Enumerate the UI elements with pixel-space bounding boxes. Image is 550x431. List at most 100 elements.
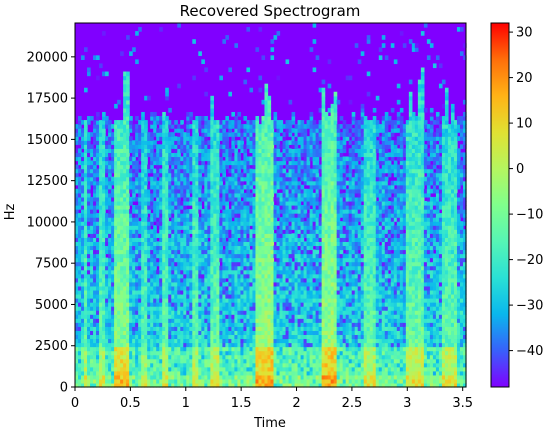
spectrogram-cell (264, 221, 269, 226)
spectrogram-cell (216, 233, 220, 238)
spectrogram-cell (264, 277, 269, 283)
spectrogram-cell (294, 160, 299, 166)
spectrogram-cell (96, 111, 100, 117)
spectrogram-cell (147, 265, 151, 271)
spectrogram-cell (159, 221, 163, 226)
spectrogram-cell (81, 192, 85, 198)
spectrogram-cell (120, 306, 124, 311)
spectrogram-cell (87, 221, 91, 226)
spectrogram-cell (96, 334, 100, 340)
spectrogram-cell (294, 334, 299, 340)
spectrogram-cell (270, 152, 275, 158)
spectrogram-cell (189, 261, 193, 267)
spectrogram-cell (219, 326, 223, 331)
spectrogram-cell (264, 95, 269, 101)
spectrogram-cell (144, 314, 148, 319)
spectrogram-cell (168, 366, 172, 372)
spectrogram-cell (270, 200, 275, 206)
spectrogram-cell (213, 164, 217, 170)
spectrogram-cell (189, 245, 193, 251)
spectrogram-cell (216, 366, 220, 372)
spectrogram-cell (192, 249, 196, 255)
spectrogram-cell (168, 237, 172, 242)
spectrogram-cell (162, 144, 166, 149)
spectrogram-cell (93, 188, 97, 194)
spectrogram-cell (171, 241, 175, 247)
spectrogram-cell (267, 273, 272, 279)
spectrogram-cell (297, 310, 302, 315)
spectrogram-cell (234, 217, 239, 222)
spectrogram-cell (246, 120, 251, 125)
spectrogram-cell (285, 370, 290, 376)
spectrogram-cell (216, 164, 220, 170)
spectrogram-cell (252, 229, 257, 234)
spectrogram-cell (210, 205, 214, 210)
spectrogram-cell (165, 249, 169, 255)
spectrogram-cell (159, 330, 163, 336)
spectrogram-cell (267, 298, 272, 303)
spectrogram-cell (108, 233, 112, 238)
spectrogram-cell (144, 277, 148, 283)
spectrogram-cell (225, 306, 229, 311)
spectrogram-cell (159, 310, 163, 315)
spectrogram-cell (216, 269, 220, 275)
spectrogram-cell (75, 285, 79, 291)
spectrogram-cell (99, 249, 103, 255)
spectrogram-cell (162, 160, 166, 166)
spectrogram-cell (129, 120, 133, 125)
spectrogram-cell (192, 342, 196, 348)
spectrogram-cell (195, 350, 199, 356)
spectrogram-cell (87, 306, 91, 311)
spectrogram-cell (159, 245, 163, 251)
spectrogram-cell (270, 136, 275, 141)
spectrogram-cell (81, 152, 85, 158)
spectrogram-cell (297, 358, 302, 364)
spectrogram-cell (228, 346, 232, 352)
spectrogram-cell (165, 200, 169, 206)
spectrogram-cell (138, 144, 142, 149)
spectrogram-cell (123, 217, 127, 222)
spectrogram-cell (294, 229, 299, 234)
spectrogram-cell (126, 241, 130, 247)
spectrogram-cell (195, 205, 199, 210)
spectrogram-cell (213, 249, 217, 255)
spectrogram-cell (213, 281, 217, 287)
spectrogram-cell (204, 310, 208, 315)
spectrogram-cell (231, 306, 236, 311)
spectrogram-cell (144, 164, 148, 170)
spectrogram-cell (126, 180, 130, 186)
spectrogram-cell (201, 176, 205, 182)
spectrogram-cell (171, 378, 175, 384)
spectrogram-cell (153, 346, 157, 352)
spectrogram-cell (222, 277, 226, 283)
spectrogram-cell (75, 209, 79, 214)
spectrogram-cell (138, 310, 142, 315)
spectrogram-cell (297, 354, 302, 360)
spectrogram-cell (147, 229, 151, 234)
spectrogram-cell (123, 334, 127, 340)
spectrogram-cell (192, 124, 196, 129)
spectrogram-cell (294, 136, 299, 141)
spectrogram-cell (276, 184, 281, 190)
spectrogram-cell (222, 253, 226, 259)
spectrogram-cell (183, 188, 187, 194)
spectrogram-cell (195, 269, 199, 275)
spectrogram-cell (222, 172, 226, 178)
spectrogram-cell (96, 338, 100, 344)
spectrogram-cell (126, 111, 130, 117)
spectrogram-cell (297, 257, 302, 263)
spectrogram-cell (78, 229, 82, 234)
spectrogram-cell (261, 354, 266, 360)
spectrogram-cell (222, 225, 226, 230)
spectrogram-cell (225, 314, 229, 319)
spectrogram-cell (264, 241, 269, 247)
spectrogram-cell (141, 261, 145, 267)
spectrogram-cell (147, 144, 151, 149)
spectrogram-cell (222, 289, 226, 295)
spectrogram-cell (177, 128, 181, 133)
spectrogram-cell (255, 322, 260, 327)
spectrogram-cell (279, 160, 284, 166)
spectrogram-cell (234, 346, 239, 352)
spectrogram-cell (183, 124, 187, 129)
spectrogram-cell (297, 233, 302, 238)
